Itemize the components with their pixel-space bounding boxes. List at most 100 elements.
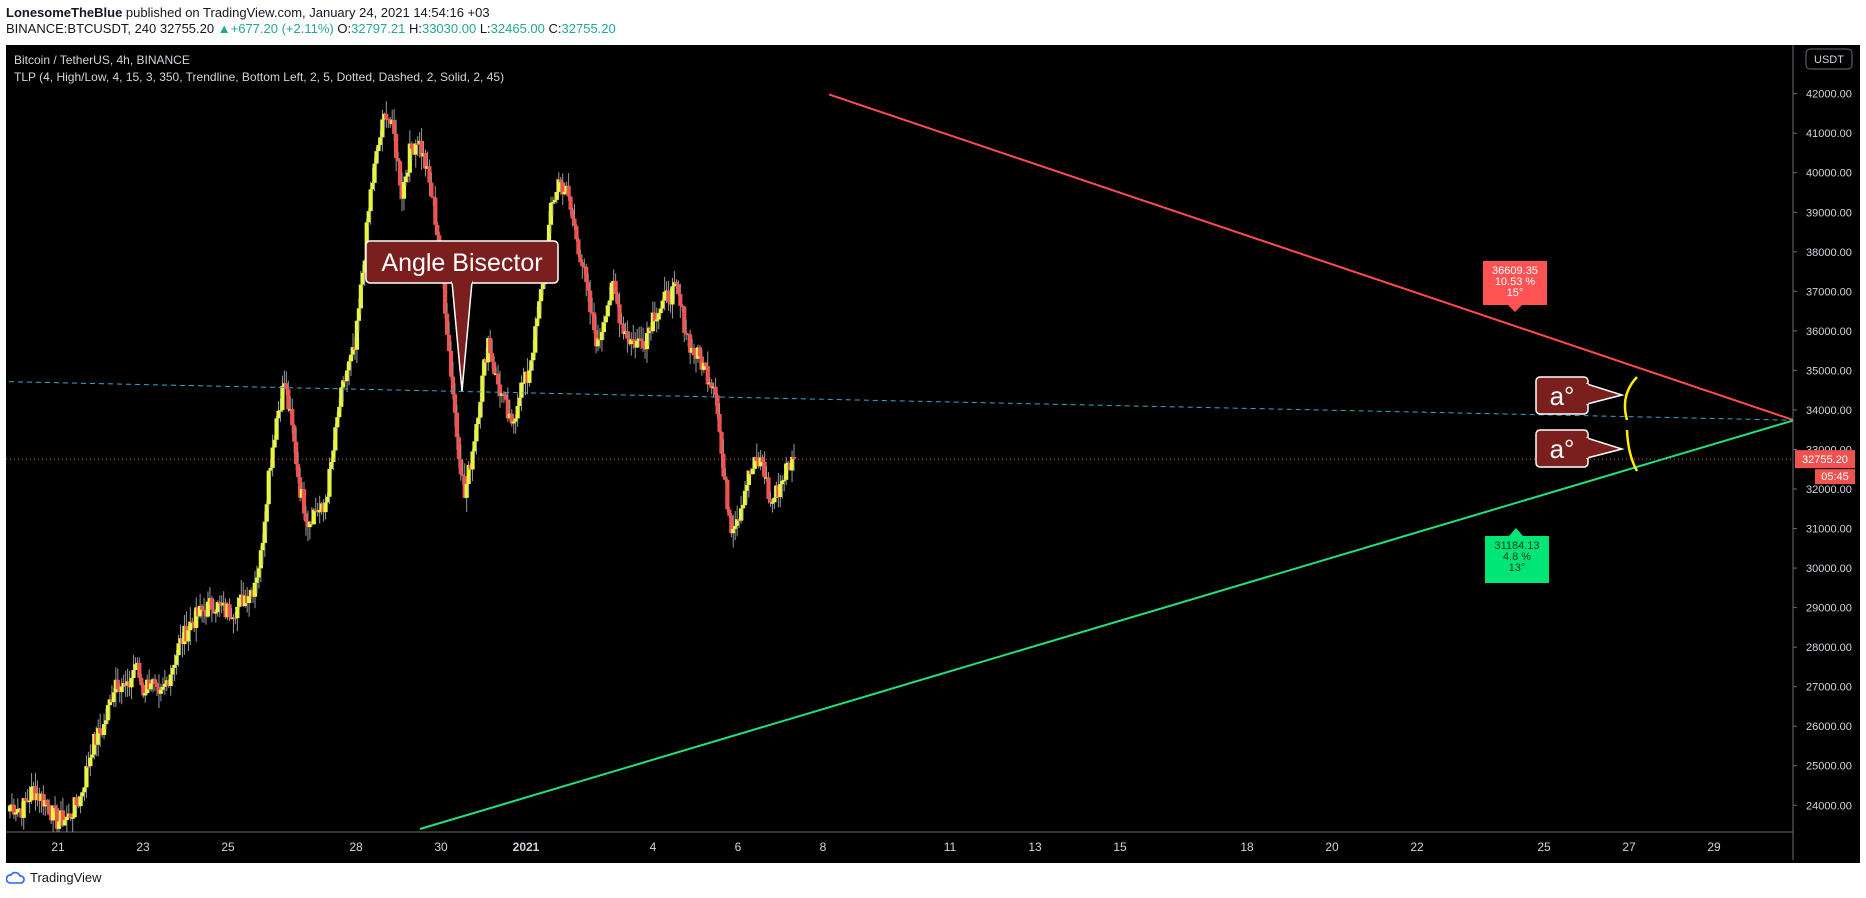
candle-body [247, 596, 252, 603]
candle-body [615, 293, 620, 305]
candle-body [358, 284, 363, 309]
candle-body [215, 602, 220, 613]
support-trendline [419, 419, 1793, 830]
angle-arc-upper [1623, 376, 1638, 421]
candle-body [435, 224, 440, 236]
candle-body [78, 796, 83, 807]
lower-target-box-box [1485, 536, 1549, 583]
candle-body [450, 376, 456, 395]
candle-body [717, 413, 722, 432]
candle-body [629, 339, 634, 345]
candle-body [533, 326, 538, 353]
candle-body [580, 262, 585, 267]
candle-body [452, 394, 458, 413]
close-value: 32755.20 [561, 21, 616, 36]
x-tick-label: 20 [1325, 840, 1339, 854]
candle-body [296, 464, 301, 478]
candle-body [513, 418, 518, 422]
candle-body [74, 797, 79, 806]
candle-body [746, 470, 752, 485]
candle-body [237, 597, 242, 607]
candle-body [137, 662, 142, 678]
x-tick-label: 8 [820, 840, 827, 854]
candle-body [505, 399, 510, 419]
candle-body [562, 191, 567, 195]
candle-body [568, 196, 573, 210]
footer-brand-label: TradingView [30, 870, 102, 885]
candle-body [374, 151, 379, 164]
candle-body [252, 582, 258, 597]
candle-body [609, 282, 614, 301]
footer-brand[interactable]: TradingView [6, 870, 102, 885]
candle-body [119, 686, 124, 693]
candle-body [519, 382, 524, 398]
candle-body [731, 528, 736, 534]
candle-body [550, 202, 556, 204]
angle-bisector-line [6, 381, 1793, 421]
candle-body [735, 519, 740, 526]
candle-body [752, 457, 757, 469]
candle-body [368, 189, 373, 212]
y-tick-label: 24000.00 [1806, 800, 1852, 812]
indicator-legend[interactable]: TLP (4, High/Low, 4, 15, 3, 350, Trendli… [14, 70, 505, 84]
candle-body [186, 630, 191, 642]
candle-body [409, 143, 414, 149]
candle-body [490, 353, 495, 362]
candle-body [744, 484, 750, 491]
candle-body [495, 373, 501, 385]
candle-body [521, 382, 526, 384]
candle-body [292, 425, 297, 442]
candle-body [401, 182, 407, 199]
candle-body [466, 464, 471, 484]
author-name[interactable]: LonesomeTheBlue [6, 5, 123, 20]
upper-target-box-line: 10.53 % [1495, 276, 1536, 288]
y-tick-label: 26000.00 [1806, 721, 1852, 733]
y-tick-label: 38000.00 [1806, 247, 1852, 259]
last-price: 32755.20 [159, 21, 215, 36]
candle-body [60, 810, 66, 826]
candle-body [654, 319, 659, 322]
candle-body [617, 304, 622, 324]
publish-info: LonesomeTheBlue published on TradingView… [6, 5, 490, 20]
candle-body [205, 601, 211, 617]
candle-body [29, 786, 34, 801]
candle-body [23, 798, 28, 801]
y-tick-label: 41000.00 [1806, 128, 1852, 140]
candle-body [738, 508, 744, 521]
x-tick-label: 30 [434, 840, 448, 854]
candle-body [703, 362, 708, 367]
candle-body [727, 509, 732, 516]
candle-body [86, 766, 91, 768]
candle-body [317, 509, 322, 513]
candle-body [474, 424, 479, 442]
candle-body [350, 347, 356, 355]
candle-body [497, 384, 503, 396]
candle-body [656, 313, 661, 320]
candle-body [760, 457, 765, 463]
candle-body [380, 119, 385, 138]
ohlc-bar: BINANCE:BTCUSDT, 240 32755.20 ▲+677.20 (… [6, 21, 616, 36]
candle-body [360, 272, 365, 285]
last-price-label: 32755.20 [1802, 454, 1848, 466]
candle-body [593, 330, 599, 347]
upper-target-box-line: 36609.35 [1492, 265, 1538, 277]
candle-body [556, 179, 561, 192]
candle-body [492, 361, 497, 374]
candle-body [158, 689, 164, 694]
candle-body [740, 505, 746, 509]
candle-body [697, 347, 703, 357]
candle-body [448, 350, 454, 377]
y-tick-label: 32000.00 [1806, 484, 1852, 496]
x-tick-label: 22 [1410, 840, 1424, 854]
tradingview-cloud-icon [6, 871, 25, 884]
candle-body [729, 515, 734, 534]
candle-body [209, 598, 214, 610]
candle-body [676, 284, 681, 295]
candle-body [558, 179, 563, 183]
angle-callout-lower-pointer [1586, 436, 1625, 459]
candle-body [552, 199, 557, 203]
candle-body [254, 577, 260, 583]
candle-body [678, 294, 683, 306]
candle-body [482, 359, 487, 376]
